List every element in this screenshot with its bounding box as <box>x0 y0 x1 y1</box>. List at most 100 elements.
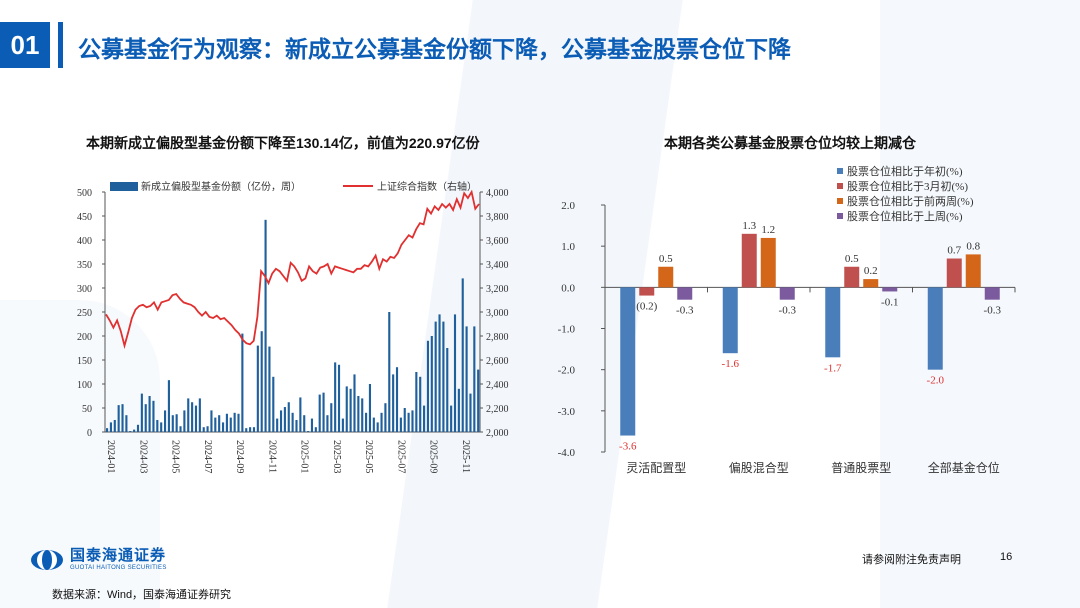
share-bar <box>461 278 464 432</box>
position-bar <box>946 258 962 288</box>
share-bar <box>415 372 418 432</box>
share-bar <box>167 380 170 432</box>
y-tick-label: -2.0 <box>558 365 576 377</box>
share-bar <box>268 346 271 432</box>
share-bar <box>160 422 163 432</box>
share-bar <box>191 402 194 432</box>
page-title: 公募基金行为观察：新成立公募基金份额下降，公募基金股票仓位下降 <box>78 36 791 62</box>
left-chart-title: 本期新成立偏股型基金份额下降至130.14亿，前值为220.97亿份 <box>86 135 480 151</box>
y-tick-label: -3.0 <box>558 406 576 418</box>
share-bar <box>214 417 217 432</box>
data-label: 0.5 <box>659 253 673 265</box>
data-label: -1.7 <box>824 362 842 374</box>
section-number: 01 <box>0 22 50 68</box>
share-bar <box>392 374 395 432</box>
share-bar <box>245 428 248 432</box>
x-tick-label: 2024-11 <box>266 440 277 473</box>
share-bar <box>241 333 244 432</box>
share-bar <box>225 413 228 432</box>
share-bar <box>430 336 433 432</box>
data-label: -3.6 <box>619 441 637 453</box>
share-bar <box>156 420 159 432</box>
right-tick-label: 3,800 <box>486 212 509 223</box>
legend-swatch <box>837 168 843 174</box>
share-bar <box>237 413 240 432</box>
share-bar <box>221 422 225 432</box>
share-bar <box>384 403 387 432</box>
background-shape <box>0 300 160 608</box>
share-bar <box>361 398 364 432</box>
share-bar <box>256 345 259 432</box>
share-bar <box>465 326 468 432</box>
logo-chinese: 国泰海通证券 <box>70 547 167 564</box>
share-bar <box>179 426 182 432</box>
share-bar <box>229 417 232 432</box>
background-shape <box>880 0 1080 608</box>
left-tick-label: 100 <box>77 380 92 391</box>
share-bar <box>276 418 279 432</box>
share-bar <box>163 410 167 432</box>
data-label: -0.3 <box>984 305 1002 317</box>
share-bar <box>233 412 236 432</box>
position-bar <box>741 233 757 288</box>
share-bar <box>206 426 209 432</box>
share-bar <box>426 340 430 432</box>
data-label: 1.3 <box>742 220 756 232</box>
x-tick-label: 2025-03 <box>331 440 342 473</box>
left-tick-label: 350 <box>77 260 92 271</box>
share-bar <box>283 407 286 432</box>
category-label: 偏股混合型 <box>729 460 789 475</box>
x-tick-label: 2024-07 <box>202 440 213 473</box>
left-tick-label: 400 <box>77 236 92 247</box>
right-tick-label: 3,400 <box>486 260 509 271</box>
company-logo: 国泰海通证券 GUOTAI HAITONG SECURITIES <box>30 548 167 571</box>
right-tick-label: 2,800 <box>486 332 509 343</box>
share-bar <box>411 410 414 432</box>
logo-english: GUOTAI HAITONG SECURITIES <box>70 565 167 571</box>
y-tick-label: -4.0 <box>558 447 576 459</box>
position-bar <box>779 287 795 300</box>
legend-swatch <box>837 198 843 204</box>
category-label: 灵活配置型 <box>626 461 686 475</box>
left-tick-label: 0 <box>87 428 92 439</box>
legend-bar-label: 新成立偏股型基金份额（亿份，周） <box>141 180 301 193</box>
x-tick-label: 2024-01 <box>105 440 116 473</box>
share-bar <box>438 314 441 432</box>
disclaimer-link[interactable]: 请参阅附注免责声明 <box>862 554 961 566</box>
share-bar <box>202 427 205 432</box>
share-bar <box>117 405 120 432</box>
share-bar <box>365 412 368 432</box>
right-tick-label: 3,600 <box>486 236 509 247</box>
right-tick-label: 4,000 <box>486 188 509 199</box>
share-bar <box>368 384 372 432</box>
data-label: 0.8 <box>966 240 980 252</box>
share-bar <box>133 429 136 432</box>
position-bar <box>863 279 879 288</box>
share-bar <box>380 412 383 432</box>
x-tick-label: 2025-05 <box>363 440 374 473</box>
right-tick-label: 2,600 <box>486 356 509 367</box>
share-bar <box>260 331 263 432</box>
share-bar <box>407 412 410 432</box>
share-bar <box>264 219 267 432</box>
share-bar <box>419 376 422 432</box>
share-bar <box>349 388 352 432</box>
share-bar <box>307 431 310 432</box>
data-label: -0.3 <box>779 305 797 317</box>
share-bar <box>372 417 375 432</box>
legend-label: 股票仓位相比于前两周(%) <box>847 194 974 208</box>
data-label: -2.0 <box>927 375 945 387</box>
share-bar <box>252 427 256 432</box>
share-bar <box>144 404 147 432</box>
data-label: 0.2 <box>864 265 878 277</box>
index-line <box>105 189 480 350</box>
x-tick-label: 2025-01 <box>299 440 310 473</box>
share-bar <box>357 396 360 432</box>
share-bar <box>140 393 143 432</box>
share-bar <box>388 312 391 432</box>
right-tick-label: 3,000 <box>486 308 509 319</box>
fund-share-chart: 0 50 100 150 200 250 300 350 400 450 500 2,000 2,200… <box>77 180 509 473</box>
left-tick-label: 200 <box>77 332 92 343</box>
share-bar <box>175 414 178 432</box>
position-bar <box>639 287 655 296</box>
